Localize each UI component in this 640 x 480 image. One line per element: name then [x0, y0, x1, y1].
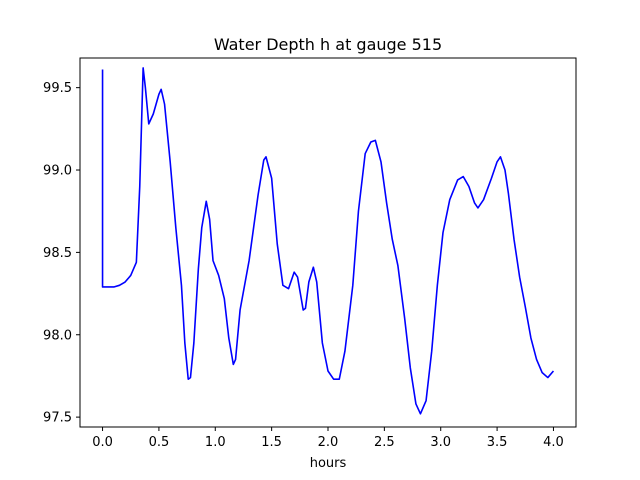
x-tick-label: 0.0: [92, 435, 113, 450]
x-tick-label: 3.5: [487, 435, 508, 450]
x-tick-label: 2.5: [374, 435, 395, 450]
x-axis-label: hours: [310, 456, 347, 471]
plot-area: [79, 57, 577, 428]
y-tick-label: 98.5: [43, 246, 72, 261]
x-tick-label: 4.0: [543, 435, 564, 450]
y-axis: 97.5 98.0 98.5 99.0 99.5: [43, 81, 80, 426]
x-axis: 0.0 0.5 1.0 1.5 2.0 2.5 3.0 3.5 4.0: [92, 427, 564, 450]
series-line: [101, 67, 555, 415]
x-tick-label: 2.0: [318, 435, 339, 450]
x-tick-label: 0.5: [149, 435, 170, 450]
x-tick-label: 1.5: [261, 435, 282, 450]
y-tick-label: 98.0: [43, 328, 72, 343]
chart-title: Water Depth h at gauge 515: [214, 35, 442, 54]
y-tick-label: 97.5: [43, 411, 72, 426]
x-tick-label: 3.0: [430, 435, 451, 450]
y-tick-label: 99.5: [43, 81, 72, 96]
y-tick-label: 99.0: [43, 164, 72, 179]
axes-background: [80, 58, 576, 427]
x-tick-label: 1.0: [205, 435, 226, 450]
